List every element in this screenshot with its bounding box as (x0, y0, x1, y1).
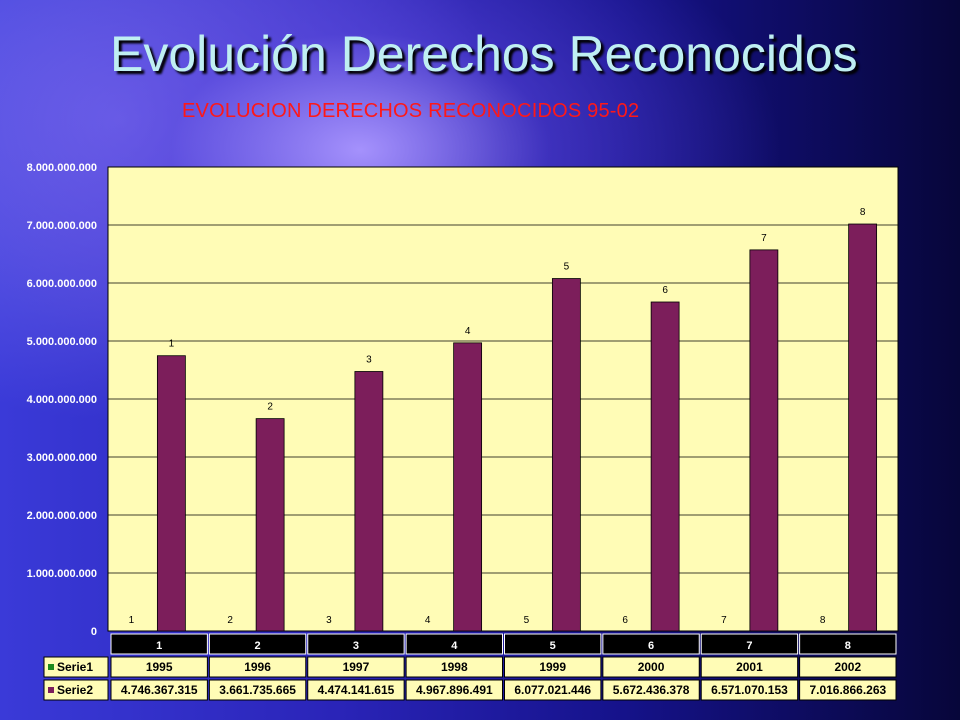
table-category-label: 5 (550, 640, 556, 652)
table-cell (208, 679, 307, 701)
table-value: 1998 (441, 660, 468, 674)
table-value: 1995 (146, 660, 173, 674)
bar-serie2 (354, 371, 384, 632)
legend-series-name: Serie2 (57, 683, 93, 697)
table-value: 1999 (539, 660, 566, 674)
table-value: 2002 (834, 660, 861, 674)
table-legend-cell (43, 656, 109, 678)
table-cell (700, 656, 799, 678)
bar-serie2 (551, 278, 581, 632)
y-tick-label: 0 (91, 626, 97, 638)
table-category-label: 1 (156, 640, 162, 652)
legend-swatch (48, 664, 54, 670)
data-labels: 1 1 2 2 3 3 4 4 5 5 6 6 7 7 8 8 (129, 207, 866, 626)
y-tick-label: 3.000.000.000 (27, 452, 97, 464)
table-cell (110, 656, 208, 678)
table-header-cell (110, 633, 208, 655)
y-tick-label: 7.000.000.000 (27, 220, 97, 232)
table-header-cell (799, 633, 897, 655)
y-axis: 0 1.000.000.000 2.000.000.000 3.000.000.000… (27, 162, 97, 638)
table-cell (700, 679, 799, 701)
table-cell (602, 679, 700, 701)
bar-serie2 (848, 223, 878, 632)
data-label-serie2: 2 (267, 402, 273, 413)
table-category-label: 7 (746, 640, 752, 652)
table-value: 2000 (638, 660, 665, 674)
bar-serie2 (255, 418, 285, 632)
table-category-label: 8 (845, 640, 851, 652)
data-label-serie1: 4 (425, 615, 431, 626)
table-cell (307, 656, 405, 678)
table-value: 7.016.866.263 (809, 683, 886, 697)
data-label-serie2: 4 (465, 326, 471, 337)
table-cell (799, 679, 897, 701)
table-value: 5.672.436.378 (613, 683, 690, 697)
table-header-cell (504, 633, 602, 655)
data-label-serie2: 6 (662, 285, 668, 296)
data-label-serie1: 1 (129, 615, 135, 626)
data-label-serie2: 7 (761, 233, 767, 244)
y-tick-label: 6.000.000.000 (27, 278, 97, 290)
data-label-serie1: 2 (227, 615, 233, 626)
y-tick-label: 5.000.000.000 (27, 336, 97, 348)
data-label-serie1: 8 (820, 615, 826, 626)
table-cell (307, 679, 405, 701)
table-value: 2001 (736, 660, 763, 674)
table-cell (208, 656, 307, 678)
bar-serie2 (749, 249, 779, 632)
table-cell (602, 656, 700, 678)
bar-serie2 (650, 301, 680, 632)
bars-group (129, 223, 878, 632)
table-category-label: 4 (451, 640, 458, 652)
y-tick-label: 1.000.000.000 (27, 568, 97, 580)
data-label-serie1: 3 (326, 615, 332, 626)
table-value: 1997 (343, 660, 370, 674)
legend-swatch (48, 687, 54, 693)
table-category-label: 6 (648, 640, 654, 652)
bar-serie2 (453, 342, 483, 632)
table-cell (799, 656, 897, 678)
table-value: 4.474.141.615 (318, 683, 395, 697)
table-header-cell (602, 633, 700, 655)
table-value: 4.746.367.315 (121, 683, 198, 697)
bar-serie2 (156, 355, 186, 632)
data-label-serie2: 8 (860, 207, 866, 218)
table-value: 6.077.021.446 (514, 683, 591, 697)
table-cell (504, 656, 602, 678)
table-value: 3.661.735.665 (219, 683, 296, 697)
y-tick-label: 8.000.000.000 (27, 162, 97, 174)
data-label-serie1: 7 (721, 615, 727, 626)
data-label-serie1: 5 (524, 615, 530, 626)
data-label-serie1: 6 (622, 615, 628, 626)
table-category-label: 3 (353, 640, 359, 652)
table-cell (405, 656, 503, 678)
legend-series-name: Serie1 (57, 660, 93, 674)
table-value: 6.571.070.153 (711, 683, 788, 697)
data-table: 1 2 3 4 5 6 7 8 Serie1 1995 1996 1997 1998 1999 2000 20… (43, 633, 897, 701)
table-value: 1996 (244, 660, 271, 674)
table-header-cell (700, 633, 799, 655)
table-category-label: 2 (255, 640, 261, 652)
table-cell (504, 679, 602, 701)
table-legend-cell (43, 679, 109, 701)
table-header-cell (208, 633, 307, 655)
data-label-serie2: 5 (564, 262, 570, 273)
chart-title: EVOLUCION DERECHOS RECONOCIDOS 95-02 (182, 100, 640, 122)
data-label-serie2: 1 (169, 339, 175, 350)
slide-title: Evolución Derechos Reconocidos (110, 26, 858, 82)
table-cell (405, 679, 503, 701)
y-tick-label: 2.000.000.000 (27, 510, 97, 522)
table-value: 4.967.896.491 (416, 683, 493, 697)
y-tick-label: 4.000.000.000 (27, 394, 97, 406)
data-label-serie2: 3 (366, 354, 372, 365)
table-header-cell (307, 633, 405, 655)
table-cell (110, 679, 208, 701)
table-header-cell (405, 633, 503, 655)
